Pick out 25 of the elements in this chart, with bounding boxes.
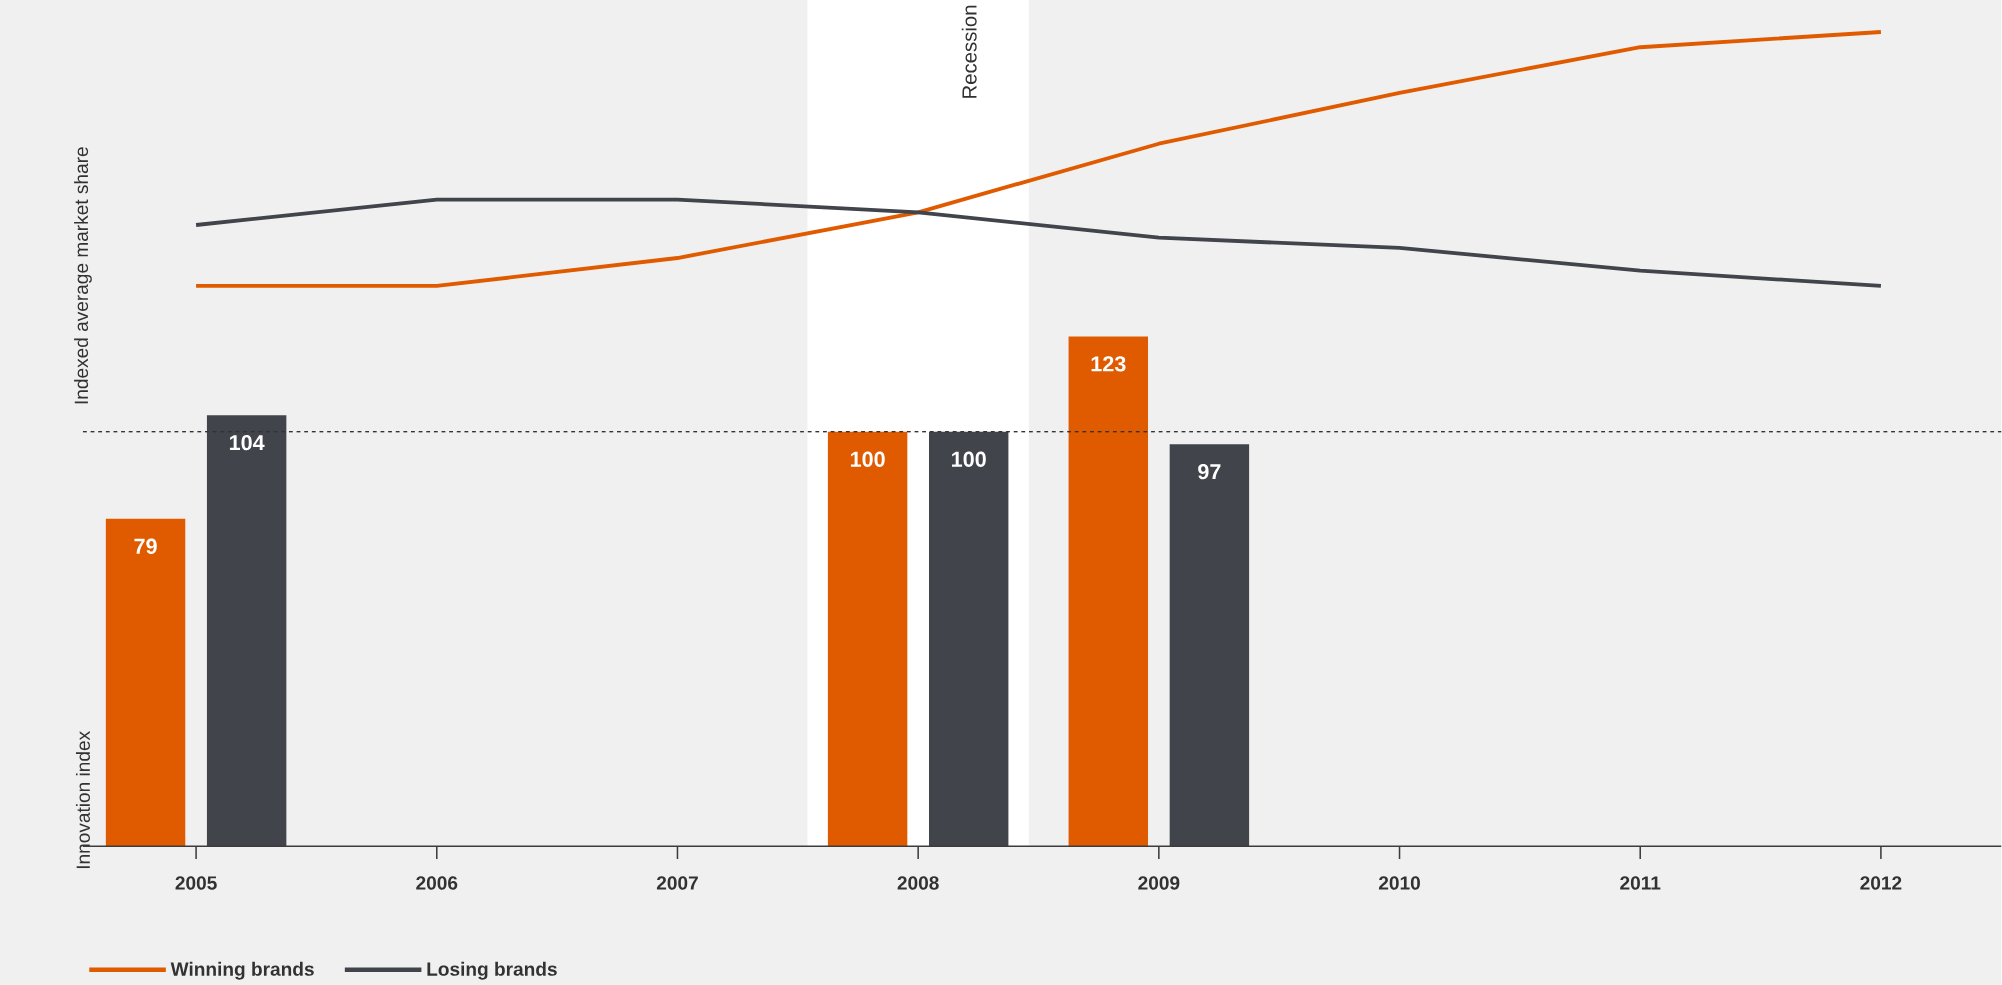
y-axis-title: Indexed average market share [74,147,92,404]
x-tick-label: 2008 [897,876,939,890]
x-tick-label: 2011 [1620,876,1661,890]
data-label: 97 [1198,463,1221,480]
legend-label: Losing brands [427,961,557,980]
bar [827,431,908,847]
data-label: 100 [850,451,885,467]
y-axis-title: Innovation index [75,730,90,868]
x-tick-label: 2009 [1138,876,1180,890]
bar [206,415,287,847]
data-label: 79 [134,538,157,554]
band-label: Recession [961,5,977,98]
data-label: 100 [952,451,986,467]
legend-label: Winning brands [170,961,314,980]
bar [105,518,186,847]
x-tick-label: 2012 [1860,876,1902,890]
x-tick-label: 2010 [1378,876,1420,890]
bar [928,431,1009,847]
bar [1068,336,1149,847]
data-label: 104 [229,434,265,451]
x-tick-label: 2006 [416,876,458,890]
bar [1169,444,1250,847]
x-tick-label: 2005 [175,876,217,890]
x-tick-label: 2007 [656,876,698,890]
data-label: 123 [1091,356,1126,372]
